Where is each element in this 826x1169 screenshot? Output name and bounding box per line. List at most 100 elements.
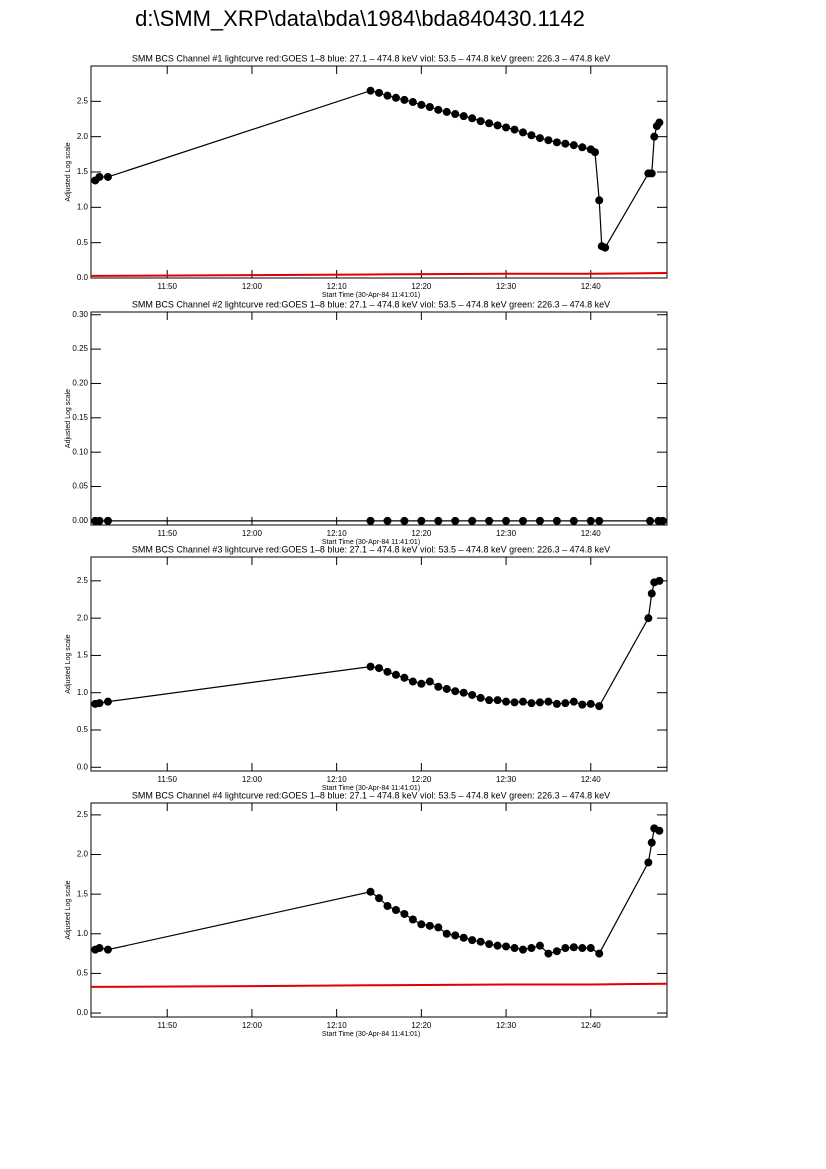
y-tick-label: 0.5 <box>77 725 89 734</box>
data-point <box>434 105 443 114</box>
data-point <box>655 826 664 835</box>
data-point <box>408 915 417 924</box>
data-point <box>647 838 656 847</box>
x-tick-label: 12:30 <box>496 282 517 291</box>
data-point <box>468 690 477 699</box>
series-line <box>90 982 668 988</box>
data-point <box>400 909 409 918</box>
x-axis-label: Start Time (30-Apr-84 11:41:01) <box>322 539 420 546</box>
y-tick-label: 1.0 <box>77 202 89 211</box>
data-point <box>544 949 553 958</box>
data-point <box>468 936 477 945</box>
y-tick-label: 0.5 <box>77 969 89 978</box>
data-point <box>417 679 426 688</box>
data-point <box>544 136 553 145</box>
data-point <box>519 697 527 706</box>
data-point <box>366 86 375 95</box>
data-point <box>375 88 383 97</box>
y-tick-label: 0.15 <box>72 413 88 422</box>
y-tick-label: 0.5 <box>77 238 89 247</box>
data-point <box>375 664 383 673</box>
x-tick-label: 11:50 <box>158 1021 178 1030</box>
data-point <box>644 614 653 623</box>
data-point <box>391 93 400 102</box>
x-tick-label: 12:20 <box>411 282 432 291</box>
y-tick-label: 1.5 <box>77 889 89 898</box>
data-point <box>527 131 536 140</box>
data-point <box>485 696 494 705</box>
data-point <box>519 128 527 137</box>
data-point <box>527 944 536 953</box>
x-tick-label: 12:00 <box>242 529 263 538</box>
x-tick-label: 12:10 <box>327 1021 348 1030</box>
x-tick-label: 12:20 <box>411 529 432 538</box>
y-axis-label: Adjusted Log scale <box>65 880 72 939</box>
data-point <box>408 98 417 107</box>
data-point <box>383 91 392 100</box>
data-point <box>400 516 409 525</box>
page-title: d:\SMM_XRP\data\bda\1984\bda840430.1142 <box>135 6 585 31</box>
data-point <box>417 100 426 109</box>
data-point <box>434 923 443 932</box>
data-point <box>417 920 426 929</box>
data-point <box>510 698 519 707</box>
data-point <box>425 921 434 930</box>
x-axis-label: Start Time (30-Apr-84 11:41:01) <box>322 785 420 792</box>
data-point <box>578 944 587 953</box>
data-point <box>434 682 443 691</box>
data-point <box>655 118 664 127</box>
data-point <box>391 670 400 679</box>
x-tick-label: 12:10 <box>327 529 348 538</box>
data-point <box>425 677 434 686</box>
x-tick-label: 12:40 <box>581 529 602 538</box>
data-point <box>561 944 570 953</box>
data-point <box>366 887 375 896</box>
data-point <box>647 169 656 178</box>
data-point <box>366 516 375 525</box>
data-point <box>95 944 104 953</box>
data-point <box>586 516 595 525</box>
data-point <box>485 516 494 525</box>
data-point <box>95 699 104 708</box>
data-point <box>586 944 595 953</box>
data-point <box>561 699 570 708</box>
data-point <box>476 937 485 946</box>
data-point <box>103 945 112 954</box>
data-point <box>646 516 655 525</box>
data-point <box>451 516 460 525</box>
y-axis-label: Adjusted Log scale <box>65 142 72 201</box>
y-tick-label: 0.0 <box>77 1008 89 1017</box>
y-tick-label: 0.00 <box>72 516 88 525</box>
data-point <box>647 589 656 598</box>
x-tick-label: 12:30 <box>496 775 517 784</box>
data-point <box>485 940 494 949</box>
plot-frame <box>90 311 668 526</box>
data-point <box>519 945 527 954</box>
data-point <box>103 697 112 706</box>
y-tick-label: 1.5 <box>77 651 89 660</box>
data-point <box>535 134 544 143</box>
x-tick-label: 12:40 <box>581 1021 602 1030</box>
data-point <box>493 121 502 130</box>
data-point <box>519 516 527 525</box>
y-axis-label: Adjusted Log scale <box>65 634 72 693</box>
x-tick-label: 12:20 <box>411 1021 432 1030</box>
data-point <box>527 699 536 708</box>
data-point <box>578 700 587 709</box>
data-point <box>591 148 599 157</box>
data-point <box>459 112 468 121</box>
data-point <box>468 114 477 123</box>
data-point <box>502 516 511 525</box>
data-point <box>595 702 604 711</box>
x-tick-label: 11:50 <box>158 775 178 784</box>
data-point <box>569 697 578 706</box>
y-tick-label: 0.10 <box>72 447 88 456</box>
y-tick-label: 0.0 <box>77 762 89 771</box>
data-point <box>451 931 460 940</box>
plot-frame <box>90 802 668 1018</box>
data-point <box>383 667 392 676</box>
x-tick-label: 11:50 <box>158 282 178 291</box>
data-point <box>502 697 511 706</box>
data-point <box>569 943 578 952</box>
